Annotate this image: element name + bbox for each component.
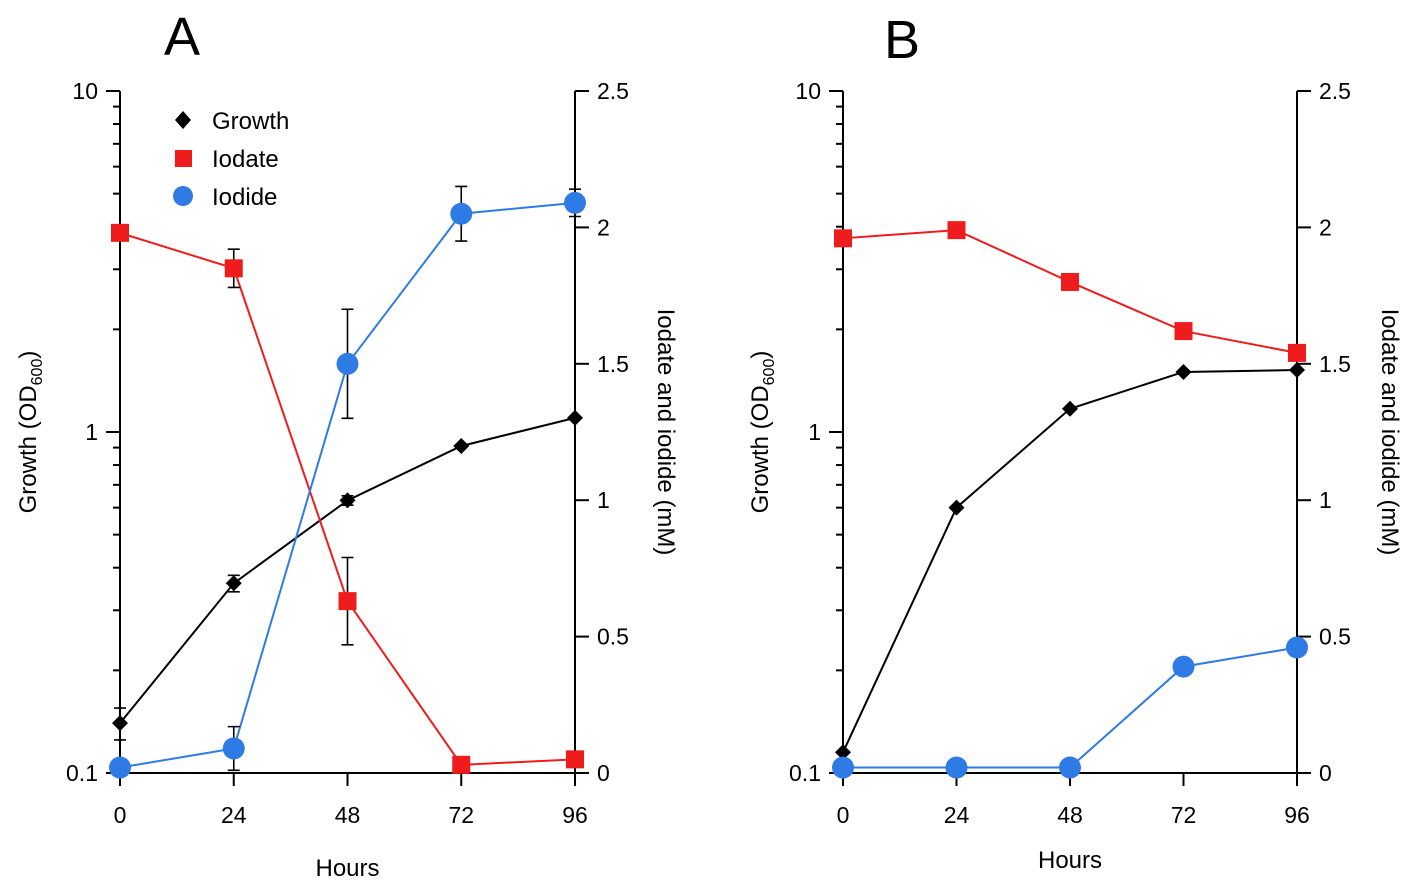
x-tick-label: 72 — [1171, 802, 1197, 828]
iodide-point — [222, 737, 245, 760]
left-y-tick-label: 10 — [795, 78, 821, 104]
panel-a-series — [109, 185, 586, 779]
iodate-line — [842, 229, 1298, 354]
right-y-tick-label: 2.5 — [597, 78, 629, 104]
x-tick-label: 96 — [1284, 802, 1310, 828]
left-y-axis-title-sub: 600 — [761, 359, 778, 386]
x-tick-label: 72 — [448, 802, 474, 828]
panel-b-series — [832, 221, 1308, 779]
right-y-tick-label: 2.5 — [1319, 78, 1351, 104]
right-y-tick-label: 0 — [597, 760, 610, 786]
right-y-tick-label: 2 — [597, 214, 610, 240]
iodide-point — [832, 756, 854, 779]
iodide-line — [119, 201, 576, 769]
legend-item-iodide: Iodide — [173, 184, 277, 211]
growth-point — [1289, 361, 1305, 378]
right-y-tick-label: 1.5 — [1319, 351, 1351, 377]
left-y-tick-label: 1 — [85, 419, 98, 445]
legend-iodide-label: Iodide — [212, 184, 277, 211]
left-y-tick-label: 0.1 — [789, 760, 821, 786]
iodide-point — [1059, 756, 1081, 779]
left-y-axis-title-main: Growth (OD — [747, 385, 774, 513]
right-y-tick-label: 0.5 — [597, 624, 629, 650]
iodate-point — [452, 755, 471, 774]
legend-iodate-label: Iodate — [212, 146, 279, 173]
growth-point — [225, 575, 242, 592]
iodide-point — [336, 352, 359, 375]
growth-point — [835, 744, 851, 761]
growth-point — [1062, 400, 1078, 417]
series-iodide — [109, 185, 586, 779]
iodide-point — [1172, 655, 1195, 678]
iodate-point — [947, 221, 966, 240]
series-iodide — [832, 636, 1308, 779]
series-growth — [835, 361, 1305, 761]
panel-a-axes: 0.1 1 10 0 0.5 1 1.5 2 2.5 0 24 48 72 96 Hours Growth (… — [15, 78, 679, 882]
iodate-point — [1061, 272, 1079, 291]
right-y-axis-title: Iodate and iodide (mM) — [652, 309, 679, 556]
panel-a: A 0.1 1 10 0 0.5 1 1.5 2 2.5 0 24 48 72 96 Hours Growth… — [15, 7, 679, 882]
iodate-point — [1288, 343, 1306, 362]
panel-b-axes: 0.1 1 10 0 0.5 1 1.5 2 2.5 0 24 48 72 96 Hours Growth (… — [747, 78, 1403, 874]
right-y-tick-label: 0.5 — [1319, 624, 1351, 650]
left-y-axis-title-end: ) — [747, 351, 774, 359]
left-y-axis-title-sub: 600 — [29, 359, 46, 386]
iodide-point — [945, 756, 968, 779]
legend-growth-label: Growth — [212, 108, 289, 135]
x-tick-label: 24 — [221, 802, 247, 828]
growth-point — [948, 499, 965, 516]
growth-point — [1175, 363, 1192, 380]
iodide-point — [109, 756, 131, 779]
x-tick-label: 0 — [114, 802, 127, 828]
left-y-tick-label: 0.1 — [66, 760, 98, 786]
left-y-tick-label: 1 — [808, 419, 821, 445]
iodide-line — [843, 646, 1298, 769]
legend-iodide-marker — [173, 186, 193, 206]
iodide-point — [450, 202, 473, 225]
right-y-tick-label: 0 — [1319, 760, 1332, 786]
x-axis-title: Hours — [1038, 847, 1102, 874]
legend-item-iodate: Iodate — [175, 146, 279, 173]
x-tick-label: 24 — [944, 802, 970, 828]
growth-line — [842, 368, 1298, 753]
iodate-point — [111, 223, 129, 242]
x-axis-title: Hours — [315, 855, 379, 882]
iodate-point — [834, 229, 852, 248]
iodide-point — [564, 191, 586, 214]
left-y-axis-title-main: Growth (OD — [15, 385, 42, 513]
panel-a-legend: Growth Iodate Iodide — [173, 108, 289, 211]
iodate-point — [566, 750, 584, 769]
left-y-tick-label: 10 — [72, 78, 98, 104]
right-y-tick-label: 1 — [1319, 487, 1332, 513]
series-iodate — [111, 223, 584, 774]
growth-point — [453, 437, 470, 454]
left-y-axis-title: Growth (OD600) — [747, 351, 778, 514]
iodate-point — [224, 259, 243, 278]
growth-point — [567, 409, 583, 426]
legend-iodate-marker — [175, 150, 192, 167]
right-y-axis-title: Iodate and iodide (mM) — [1376, 309, 1403, 556]
right-y-tick-label: 2 — [1319, 214, 1332, 240]
panel-b-letter: B — [884, 10, 920, 70]
left-y-axis-title-end: ) — [15, 351, 42, 359]
right-y-tick-label: 1 — [597, 487, 610, 513]
series-growth — [112, 409, 583, 741]
legend-growth-marker — [175, 111, 191, 129]
growth-point — [339, 492, 356, 509]
panel-a-letter: A — [164, 7, 200, 67]
x-tick-label: 96 — [562, 802, 588, 828]
x-tick-label: 48 — [335, 802, 361, 828]
left-y-axis-title: Growth (OD600) — [15, 351, 46, 514]
right-y-tick-label: 1.5 — [597, 351, 629, 377]
iodate-point — [1174, 322, 1193, 341]
iodate-point — [338, 592, 357, 611]
x-tick-label: 48 — [1057, 802, 1083, 828]
panel-b: B 0.1 1 10 0 0.5 1 1.5 2 2.5 0 24 48 72 96 Hours Growth… — [747, 10, 1403, 874]
series-iodate — [834, 221, 1306, 362]
x-tick-label: 0 — [837, 802, 850, 828]
iodide-point — [1286, 636, 1308, 659]
legend-item-growth: Growth — [175, 108, 289, 135]
growth-point — [112, 715, 128, 732]
